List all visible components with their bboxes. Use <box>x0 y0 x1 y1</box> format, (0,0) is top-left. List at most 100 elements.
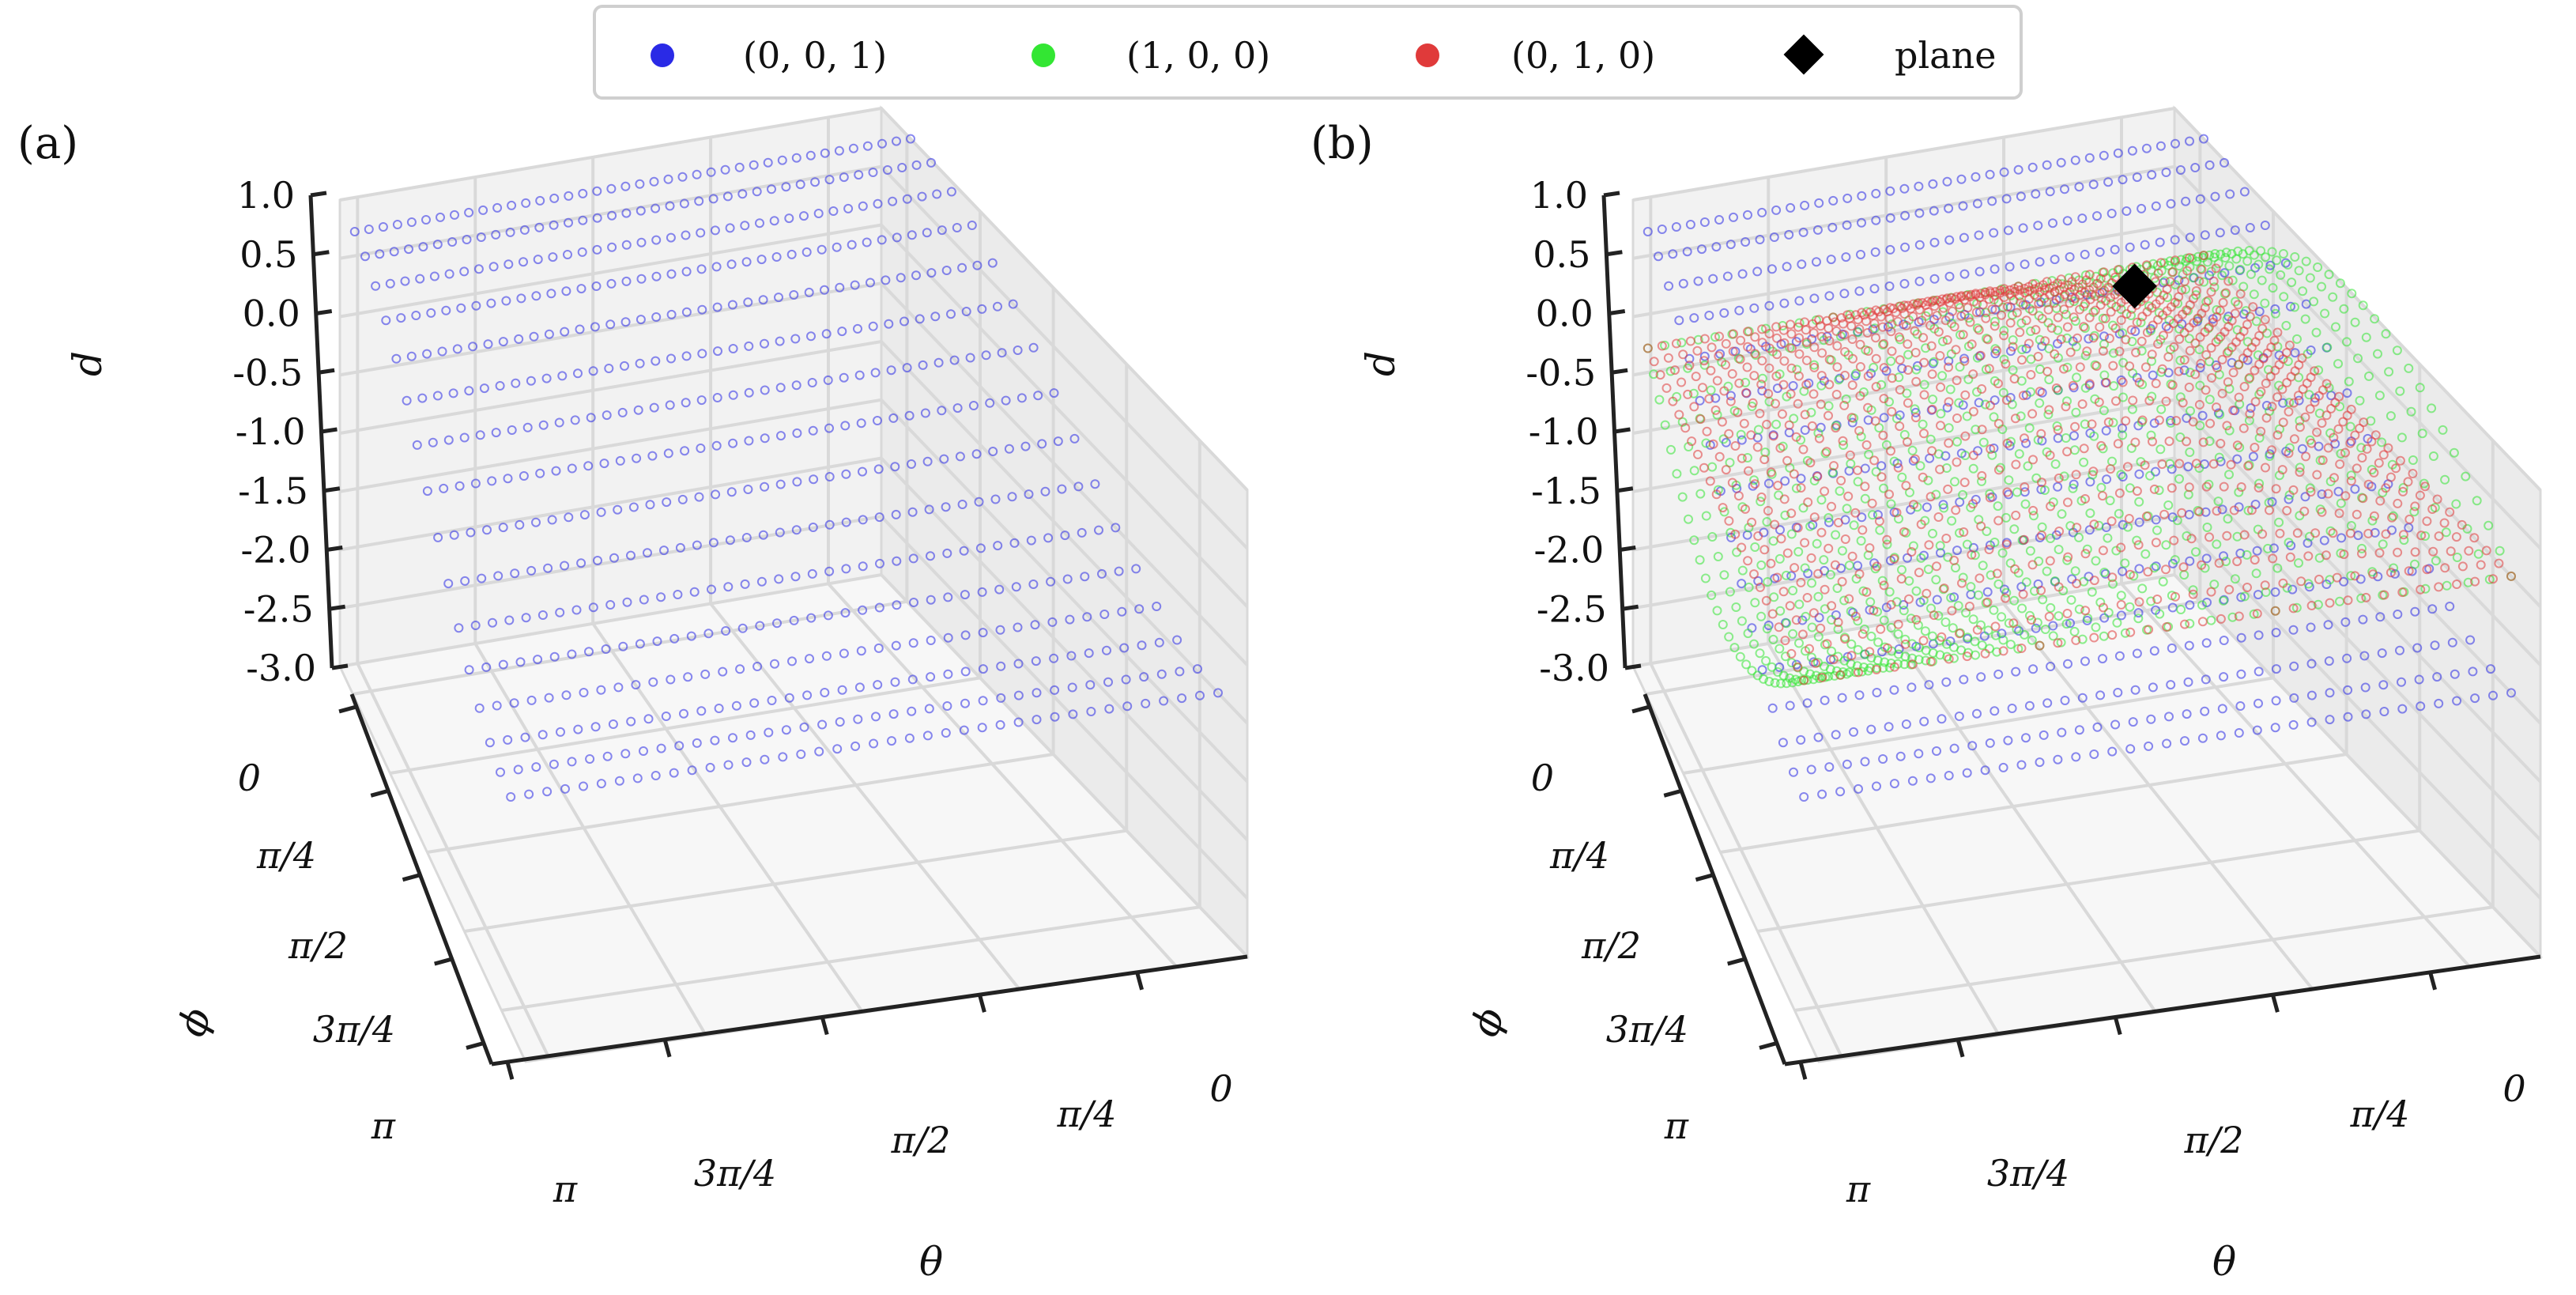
data-point <box>2355 395 2365 406</box>
data-point <box>1742 362 1752 372</box>
data-point <box>1921 655 1931 666</box>
data-point <box>1977 470 1987 481</box>
data-point <box>2185 136 2194 146</box>
data-point <box>1997 310 2007 320</box>
data-point <box>2126 325 2137 335</box>
data-point <box>504 615 515 625</box>
data-point <box>744 387 754 398</box>
data-point <box>2099 406 2109 416</box>
data-point <box>1956 174 1967 184</box>
data-point <box>1842 220 1852 230</box>
data-point <box>1779 338 1790 348</box>
data-point <box>636 315 646 325</box>
data-point <box>1766 467 1776 478</box>
data-point <box>784 213 794 224</box>
data-point <box>2079 444 2089 454</box>
data-point <box>873 198 883 209</box>
data-point <box>2254 478 2265 489</box>
d-tick <box>1614 427 1631 434</box>
data-point <box>2306 690 2317 700</box>
floor-grid-phi <box>1757 829 2420 933</box>
data-point <box>2340 447 2350 458</box>
data-point <box>1993 297 2004 308</box>
data-point <box>2228 406 2238 415</box>
data-point <box>1814 613 1824 623</box>
data-point <box>1757 373 1767 383</box>
data-point <box>2008 618 2019 629</box>
data-point <box>2108 417 2118 428</box>
data-point <box>2270 308 2280 319</box>
phi-tick-label: 3π/4 <box>313 1008 395 1051</box>
data-point <box>2219 672 2229 682</box>
data-point <box>741 257 752 267</box>
data-point <box>2046 323 2057 333</box>
data-point <box>2082 544 2092 554</box>
data-point <box>2328 292 2338 302</box>
data-point <box>2246 505 2257 515</box>
data-point <box>943 592 953 602</box>
data-point <box>2422 564 2432 575</box>
data-point <box>549 220 559 230</box>
data-point <box>421 215 431 225</box>
data-point <box>2254 630 2264 640</box>
data-point <box>2399 535 2409 546</box>
data-point <box>560 327 570 337</box>
data-point <box>2204 532 2214 542</box>
data-point <box>2035 398 2045 408</box>
data-point <box>1911 376 1922 387</box>
data-point <box>814 746 824 757</box>
data-point <box>2408 455 2418 465</box>
theta-tick <box>820 1016 829 1036</box>
data-point <box>2175 392 2186 402</box>
data-point <box>2001 593 2010 603</box>
data-point <box>1660 420 1670 430</box>
data-point <box>2495 546 2505 556</box>
data-point <box>661 712 671 721</box>
data-point <box>1932 595 1942 605</box>
legend-entry-001: (0, 0, 1) <box>651 34 887 77</box>
data-point <box>2355 423 2365 433</box>
data-point <box>2144 741 2154 751</box>
data-point <box>1835 486 1845 496</box>
data-point <box>1933 512 1944 522</box>
data-point <box>2473 549 2484 559</box>
data-point <box>1759 545 1770 555</box>
data-point <box>2040 336 2050 346</box>
data-point <box>1757 356 1767 366</box>
data-point <box>1840 370 1850 380</box>
data-point <box>1744 582 1754 592</box>
data-point <box>1829 670 1839 681</box>
wall-grid-d <box>1632 572 2542 958</box>
data-point <box>2026 387 2035 397</box>
data-point <box>1831 390 1842 399</box>
data-point <box>2195 363 2205 373</box>
data-point <box>1984 364 1994 374</box>
floor-grid-phi <box>1683 676 2274 775</box>
data-point <box>1903 437 1912 447</box>
data-point <box>1987 196 1997 206</box>
data-point <box>2343 595 2353 606</box>
data-point <box>1779 356 1790 366</box>
data-point <box>599 459 609 469</box>
data-point <box>2108 579 2118 589</box>
data-point <box>939 454 949 464</box>
data-point <box>2074 182 2084 192</box>
data-point <box>1855 391 1865 401</box>
data-point <box>686 631 696 641</box>
data-point <box>1907 653 1918 663</box>
data-point <box>2270 606 2280 616</box>
data-point <box>2378 450 2389 460</box>
data-point <box>1963 374 1974 384</box>
data-point <box>1721 360 1730 370</box>
phi-axis-label: ϕ <box>168 1002 221 1042</box>
data-point <box>1062 574 1073 584</box>
d-tick <box>313 250 330 257</box>
data-point <box>549 651 560 662</box>
data-point <box>588 366 598 376</box>
data-point <box>1929 237 1940 247</box>
data-point <box>922 456 933 466</box>
data-point <box>2267 445 2276 455</box>
data-point <box>1814 433 1824 444</box>
data-point <box>1925 492 1936 502</box>
data-point <box>592 186 602 196</box>
